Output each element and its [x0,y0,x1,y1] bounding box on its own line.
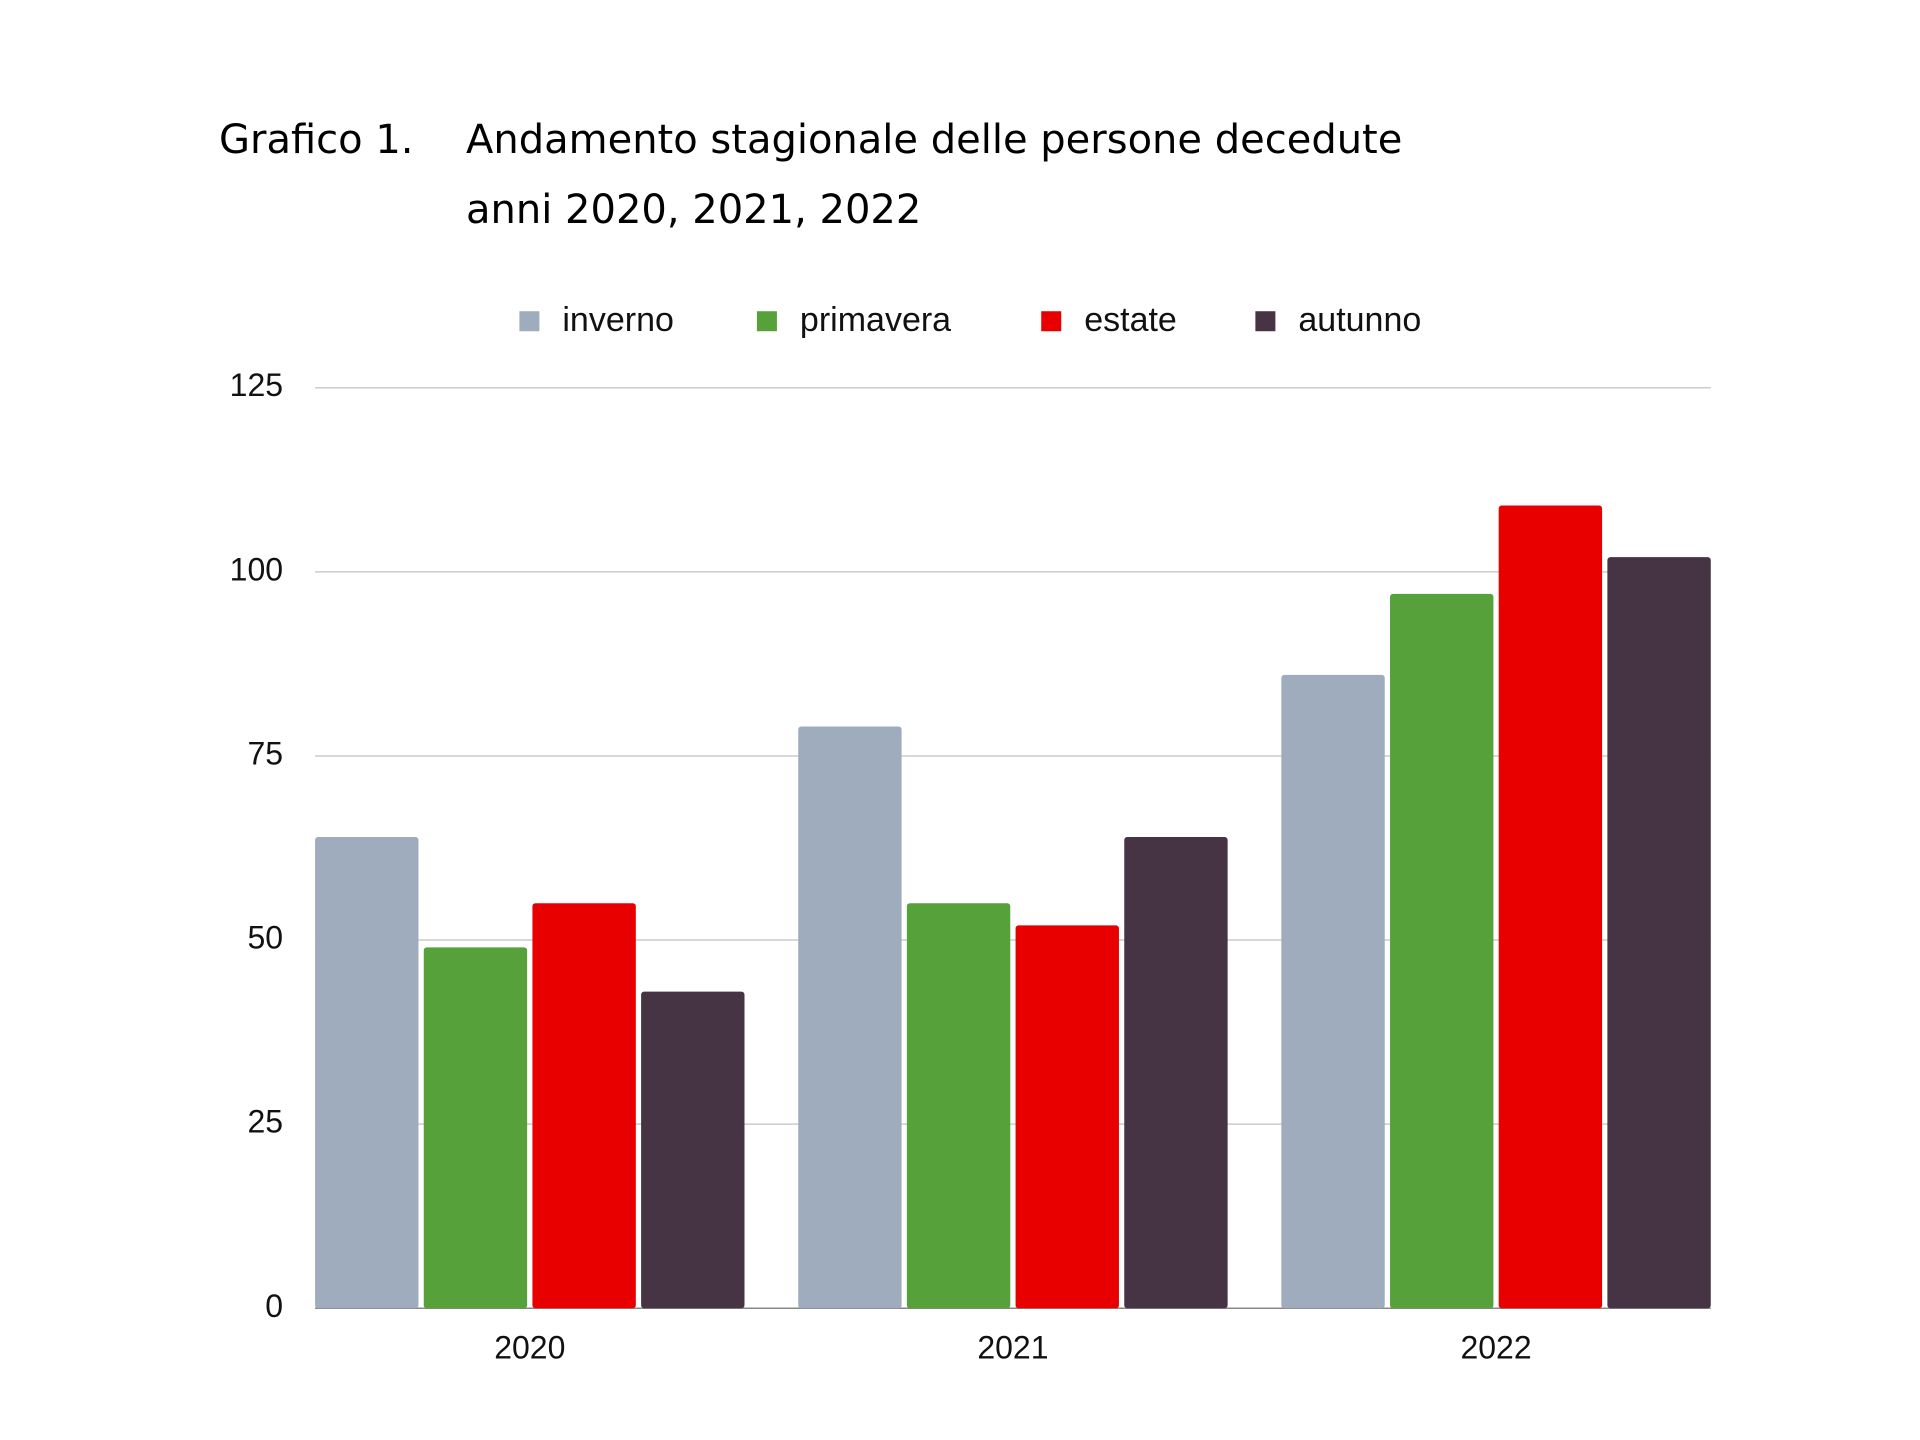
x-tick-label: 2020 [494,1330,565,1366]
x-tick-label: 2022 [1460,1330,1531,1366]
chart-title: anni 2020, 2021, 2022 [466,187,921,233]
y-tick-label: 100 [230,551,283,587]
y-tick-label: 75 [247,735,283,771]
bar [1607,557,1711,1309]
bar [315,836,419,1309]
y-tick-label: 25 [247,1104,283,1140]
legend-label: inverno [562,301,674,339]
legend-swatch [519,311,540,332]
y-tick-label: 0 [265,1288,283,1324]
legend-label: primavera [800,301,951,339]
bar [798,726,902,1309]
bar [532,903,636,1309]
bar [1281,674,1385,1309]
legend-swatch [1255,311,1276,332]
legend-swatch [1041,311,1062,332]
x-tick-label: 2021 [977,1330,1048,1366]
legend-label: estate [1084,301,1177,339]
bar [906,903,1011,1309]
chart-title-prefix: Grafico 1. [219,117,414,163]
bar [1124,836,1228,1309]
bar [1390,593,1494,1309]
bar [1498,505,1603,1309]
legend-swatch [756,311,777,332]
chart-title: Andamento stagionale delle persone deced… [466,117,1402,163]
y-tick-label: 50 [247,920,283,956]
legend-label: autunno [1298,301,1421,339]
bar [423,947,528,1309]
y-tick-label: 125 [230,367,283,403]
bar [1015,925,1119,1309]
bar [641,991,745,1309]
